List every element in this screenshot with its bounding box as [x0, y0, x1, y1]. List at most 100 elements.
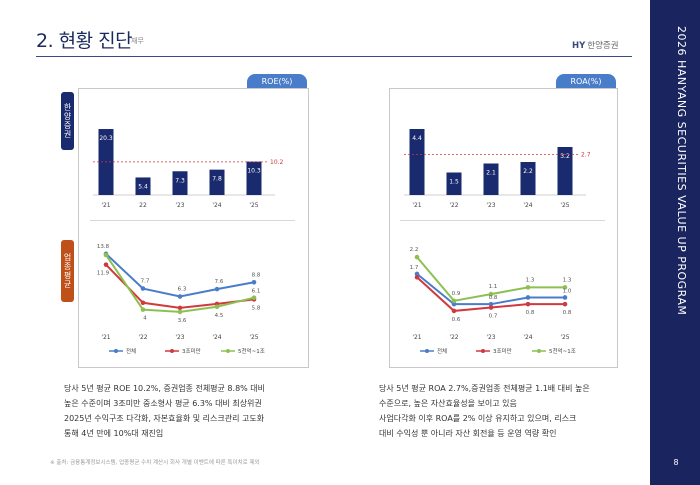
roa-industry-x-tick: '23 — [486, 334, 495, 341]
roa-description: 당사 5년 평균 ROA 2.7%,증권업종 전체평균 1.1배 대비 높은 수… — [379, 381, 629, 441]
roa-industry-point — [562, 301, 568, 307]
roe-industry-point — [140, 307, 146, 312]
roa-industry-legend-marker — [481, 349, 485, 353]
roe-industry-value-label: 5.8 — [252, 305, 261, 311]
roa-industry-x-tick: '22 — [449, 334, 458, 341]
roe-industry-point — [177, 294, 183, 299]
roa-industry-point — [525, 285, 531, 290]
roa-industry-value-label: 1.7 — [410, 265, 419, 271]
roe-bar-chart: 20.3 '21 5.4 22 7.3 '23 7.8 '24 10.3 '25 10.2 — [93, 129, 284, 209]
roe-industry-value-label: 13.8 — [97, 244, 110, 250]
roa-bar — [483, 163, 499, 195]
roa-average-label: 2.7 — [581, 152, 591, 159]
roa-bar-label: 2.1 — [486, 170, 496, 177]
roe-industry-legend-marker — [170, 349, 174, 353]
roa-industry-point — [525, 295, 531, 300]
roa-bar — [409, 129, 425, 195]
roa-industry-legend-marker — [537, 349, 541, 353]
roe-industry-value-label: 6.3 — [178, 287, 187, 293]
roe-industry-point — [140, 300, 146, 306]
roa-industry-point — [488, 305, 494, 310]
roa-x-tick: '25 — [560, 202, 569, 209]
roa-pill: ROA(%) — [556, 74, 616, 89]
roe-desc-line: 당사 5년 평균 ROE 10.2%, 증권업종 전체평균 8.8% 대비 — [64, 384, 266, 393]
roa-industry-point — [414, 274, 420, 280]
roe-industry-point — [214, 286, 220, 292]
roe-industry-value-label: 7.7 — [141, 279, 150, 285]
roe-pill: ROE(%) — [247, 74, 307, 89]
roa-industry-legend-marker — [425, 349, 429, 353]
company-logo: HY 한양증권 — [572, 39, 619, 51]
roe-industry-point — [214, 304, 220, 310]
roe-industry-value-label: 7.6 — [215, 279, 224, 285]
page-number: 8 — [673, 458, 679, 467]
roe-chart-divider — [90, 220, 295, 221]
roe-industry-legend-label: 전체 — [126, 347, 136, 355]
roa-x-tick: '24 — [523, 202, 532, 209]
roe-industry-point — [177, 309, 183, 315]
roa-industry-value-label: 0.8 — [489, 295, 498, 301]
roe-bar — [135, 177, 151, 195]
roe-bar-label: 5.4 — [138, 183, 148, 190]
roe-x-tick: '21 — [101, 202, 110, 209]
roa-industry-value-label: 2.2 — [410, 247, 419, 253]
roe-x-tick: 22 — [139, 202, 147, 209]
roe-x-tick: '24 — [212, 202, 221, 209]
roa-x-tick: '21 — [412, 202, 421, 209]
roa-desc-line: 대비 수익성 뿐 아니라 자산 회전율 등 운영 역량 확인 — [379, 429, 557, 438]
roe-industry-point — [251, 295, 257, 300]
roa-industry-value-label: 1.0 — [563, 288, 572, 294]
roa-industry-point — [451, 308, 457, 314]
header-divider — [36, 56, 632, 57]
roa-bar-label: 4.4 — [412, 135, 422, 142]
roe-industry-x-tick: '24 — [212, 334, 221, 341]
roa-industry-legend-label: 5천억~1조 — [549, 347, 576, 355]
roa-industry-point — [488, 291, 494, 297]
roe-industry-value-label: 11.9 — [97, 271, 110, 277]
roe-industry-legend-marker — [226, 349, 230, 353]
roa-desc-line: 수준으로, 높은 자산효율성을 보이고 있음 — [379, 399, 517, 408]
roe-industry-x-tick: '23 — [175, 334, 184, 341]
roe-x-tick: '23 — [175, 202, 184, 209]
roe-bar — [172, 171, 188, 195]
page-title: 2. 현황 진단 — [36, 30, 133, 52]
page-subtitle: 재무 — [131, 37, 144, 45]
roa-bar — [520, 162, 536, 195]
roa-industry-x-tick: '21 — [412, 334, 421, 341]
roa-panel — [389, 88, 618, 368]
roa-industry-legend-label: 전체 — [437, 347, 447, 355]
roa-industry-point — [451, 298, 457, 304]
roa-industry-value-label: 0.8 — [526, 310, 535, 316]
roa-industry-point — [451, 301, 457, 307]
roa-industry-point — [525, 301, 531, 307]
roe-x-tick: '25 — [249, 202, 258, 209]
roe-industry-legend-label: 3조미만 — [182, 347, 201, 355]
roa-industry-point — [488, 301, 494, 307]
roa-industry-value-label: 1.1 — [489, 284, 498, 290]
logo-mark: HY — [572, 41, 586, 51]
roe-industry-value-label: 6.1 — [252, 289, 261, 295]
roe-industry-x-tick: '25 — [249, 334, 258, 341]
roa-desc-line: 당사 5년 평균 ROA 2.7%,증권업종 전체평균 1.1배 대비 높은 — [379, 384, 590, 393]
roa-industry-point — [562, 285, 568, 290]
roe-industry-x-tick: '21 — [101, 334, 110, 341]
roe-desc-line: 2025년 수익구조 다각화, 자본효율화 및 리스크관리 고도화 — [64, 414, 265, 423]
roa-bar-label: 1.5 — [449, 179, 459, 186]
roe-bar-label: 7.8 — [212, 176, 222, 183]
roa-x-tick: '22 — [449, 202, 458, 209]
roa-industry-value-label: 0.8 — [563, 310, 572, 316]
tab-industry: 업종평균 — [61, 240, 74, 302]
roa-bar-chart: 4.4 '21 1.5 '22 2.1 '23 2.2 '24 3.2 '25 2.7 — [404, 129, 591, 209]
roe-industry-point — [103, 262, 109, 267]
roe-description: 당사 5년 평균 ROE 10.2%, 증권업종 전체평균 8.8% 대비 높은… — [64, 381, 309, 441]
roa-industry-point — [414, 271, 420, 277]
roa-industry-legend-label: 3조미만 — [493, 347, 512, 355]
roe-desc-line: 높은 수준이며 3조미만 중소형사 평균 6.3% 대비 최상위권 — [64, 399, 262, 408]
roa-bar-label: 2.2 — [523, 168, 533, 175]
roe-bar-label: 7.3 — [175, 177, 185, 184]
roa-industry-value-label: 0.9 — [452, 291, 461, 297]
roe-industry-legend-label: 5천억~1조 — [238, 347, 265, 355]
roe-industry-value-label: 4 — [143, 316, 147, 322]
roe-industry-legend-marker — [114, 349, 118, 353]
roe-industry-series-line — [105, 254, 255, 313]
